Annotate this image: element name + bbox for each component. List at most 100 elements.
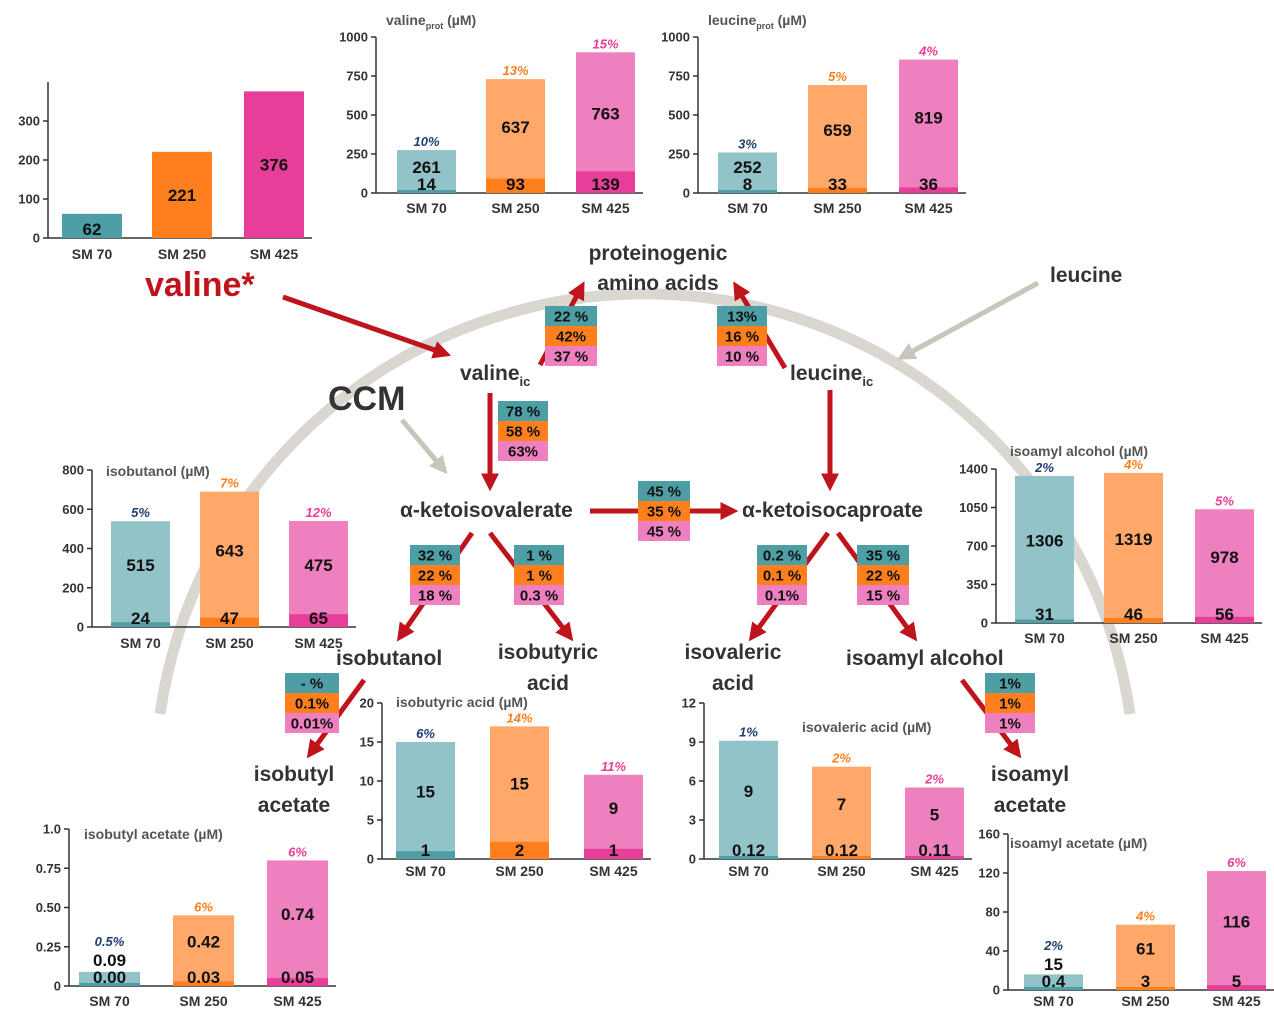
chart-title-unit: (µM): [774, 12, 807, 28]
x-category-label-1: SM 250: [1109, 630, 1157, 646]
bar-total-2: [1195, 509, 1254, 623]
x-category-label-2: SM 425: [250, 246, 298, 262]
y-tick-label: 1000: [661, 30, 690, 45]
chart-isoamyl-alcohol: isoamyl alcohol (µM) 0 350 700 1050 1400 31 130…: [959, 443, 1262, 646]
bar-percent-label-0: 3%: [738, 136, 757, 151]
y-tick-label: 0: [981, 616, 988, 631]
bar-segment-1: [812, 856, 871, 859]
node-alpha-ketoisocaproate: α-ketoisocaproate: [742, 499, 923, 522]
x-category-label-0: SM 70: [406, 200, 447, 216]
bar-segment-0: [719, 856, 778, 859]
y-tick-label: 1050: [959, 500, 988, 515]
bar-total-0: [1015, 475, 1074, 623]
bar-bottom-label-1: 93: [506, 175, 525, 194]
y-tick-label: 700: [966, 539, 988, 554]
flux-box-kiv-to-kic: 45 % 35 % 45 %: [638, 481, 690, 541]
node-isovaleric-line1: isovaleric: [685, 641, 782, 664]
bar-bottom-label-1: 0.12: [825, 841, 858, 860]
x-category-label-1: SM 250: [491, 200, 539, 216]
bar-total-2: [267, 860, 328, 986]
node-valine-ic-name: valine: [460, 362, 520, 385]
chart-title-unit: (µM): [190, 826, 223, 842]
x-category-label-0: SM 70: [72, 246, 113, 262]
x-category-label-2: SM 425: [294, 635, 342, 651]
y-tick-label: 350: [966, 577, 988, 592]
x-category-label-1: SM 250: [179, 993, 227, 1009]
flux-cell-kiv-to-kic-0: [638, 481, 690, 501]
chart-isoamyl-acetate: isoamyl acetate (µM) 0 40 80 120 160 0.415 2% SM…: [978, 827, 1274, 1009]
flux-cell-isoamyl-to-acetate-1: [985, 693, 1035, 713]
bar-total-label-2: 5: [930, 805, 939, 824]
y-tick-label: 750: [668, 69, 690, 84]
bar-total-label-0: 15: [416, 783, 435, 802]
bar-total-label-1: 0.42: [187, 933, 220, 952]
bar-percent-label-0: 10%: [413, 134, 439, 149]
bar-segment-2: [289, 614, 348, 627]
flux-cell-isobutanol-to-acetate-2: [285, 713, 339, 733]
bar-total-2: [576, 52, 635, 194]
flux-value-kiv-to-isobutanol-2: 18 %: [418, 588, 452, 605]
node-leucine-ic: leucineic: [790, 362, 873, 389]
bar-total-2: [899, 59, 958, 194]
y-tick-label: 3: [689, 813, 696, 828]
y-tick-label: 12: [682, 696, 696, 711]
flux-cell-kiv-to-isobutyric-1: [514, 565, 564, 585]
bar-percent-label-1: 5%: [828, 69, 847, 84]
y-tick-label: 1000: [339, 30, 368, 45]
bar-segment-2: [267, 978, 328, 986]
flux-value-kic-to-isoamyl-1: 22 %: [866, 568, 900, 585]
node-isobutyl-acetate-line1: isobutyl: [254, 763, 335, 786]
bar-bottom-label-2: 36: [919, 175, 938, 194]
bar-total-0: [79, 971, 140, 986]
bar-total-label-0: 0.09: [93, 951, 126, 970]
flux-value-val-to-kiv-2: 63%: [508, 444, 538, 461]
node-isobutyl-acetate-line2: acetate: [258, 794, 330, 817]
bar-segment-0: [396, 851, 455, 859]
node-valine-ic-sub: ic: [520, 374, 531, 389]
node-isobutanol: isobutanol: [336, 647, 442, 670]
flux-value-kic-to-isovaleric-2: 0.1%: [765, 588, 799, 605]
bar-bottom-label-1: 2: [515, 841, 524, 860]
node-leucine-ic-name: leucine: [790, 362, 862, 385]
flux-cell-leu-to-prot-2: [717, 346, 767, 366]
bar-total-2: [905, 787, 964, 859]
x-category-label-2: SM 425: [1200, 630, 1248, 646]
flux-cell-kic-to-isoamyl-2: [857, 585, 909, 605]
flux-value-kic-to-isovaleric-0: 0.2 %: [763, 548, 801, 565]
chart-isobutyric-acid: isobutyric acid (µM) 0 5 10 15 20 1 15 6% SM 70 2 1…: [360, 694, 651, 879]
arrow-leucine-uptake: [897, 280, 1040, 360]
flux-box-leu-to-prot: 13% 16 % 10 %: [717, 306, 767, 366]
bar-total-label-1: 637: [501, 118, 529, 137]
y-tick-label: 0: [993, 983, 1000, 998]
chart-title-unit: (µM): [899, 719, 932, 735]
flux-box-val-to-prot: 22 % 42% 37 %: [545, 306, 597, 366]
bar-bottom-label-0: 1: [421, 841, 430, 860]
bar-segment-1: [1116, 987, 1175, 990]
bar-percent-label-1: 6%: [194, 899, 213, 914]
flux-cell-kiv-to-isobutanol-2: [410, 585, 460, 605]
flux-cell-leu-to-prot-1: [717, 326, 767, 346]
bar-percent-label-2: 2%: [924, 772, 944, 787]
node-isoamyl-acetate-line2: acetate: [994, 794, 1066, 817]
bar-percent-label-0: 1%: [739, 725, 758, 740]
x-category-label-0: SM 70: [727, 200, 768, 216]
bar-bottom-label-2: 139: [591, 175, 619, 194]
x-category-label-1: SM 250: [495, 863, 543, 879]
y-tick-label: 500: [346, 108, 368, 123]
bar-total-label-2: 116: [1223, 913, 1250, 932]
bar-total-label-0: 1306: [1026, 531, 1064, 550]
bar-bottom-label-2: 0.11: [918, 841, 950, 860]
bar-total-0: [62, 213, 122, 238]
bar-total-1: [1104, 472, 1163, 623]
bar-bottom-label-1: 33: [828, 175, 847, 194]
flux-cell-kic-to-isoamyl-1: [857, 565, 909, 585]
flux-cell-kic-to-isovaleric-1: [757, 565, 807, 585]
flux-value-kiv-to-kic-2: 45 %: [647, 524, 681, 541]
bar-total-label-1: 221: [168, 186, 196, 205]
bar-total-0: [397, 150, 456, 193]
y-tick-label: 15: [360, 735, 374, 750]
bar-percent-label-2: 6%: [288, 844, 307, 859]
flux-boxes: 22 % 42% 37 % 13% 16 % 10 % 78 % 58 % 63% 45 % 35 …: [285, 306, 1035, 733]
bar-total-label-2: 475: [304, 556, 332, 575]
y-tick-label: 40: [986, 944, 1000, 959]
